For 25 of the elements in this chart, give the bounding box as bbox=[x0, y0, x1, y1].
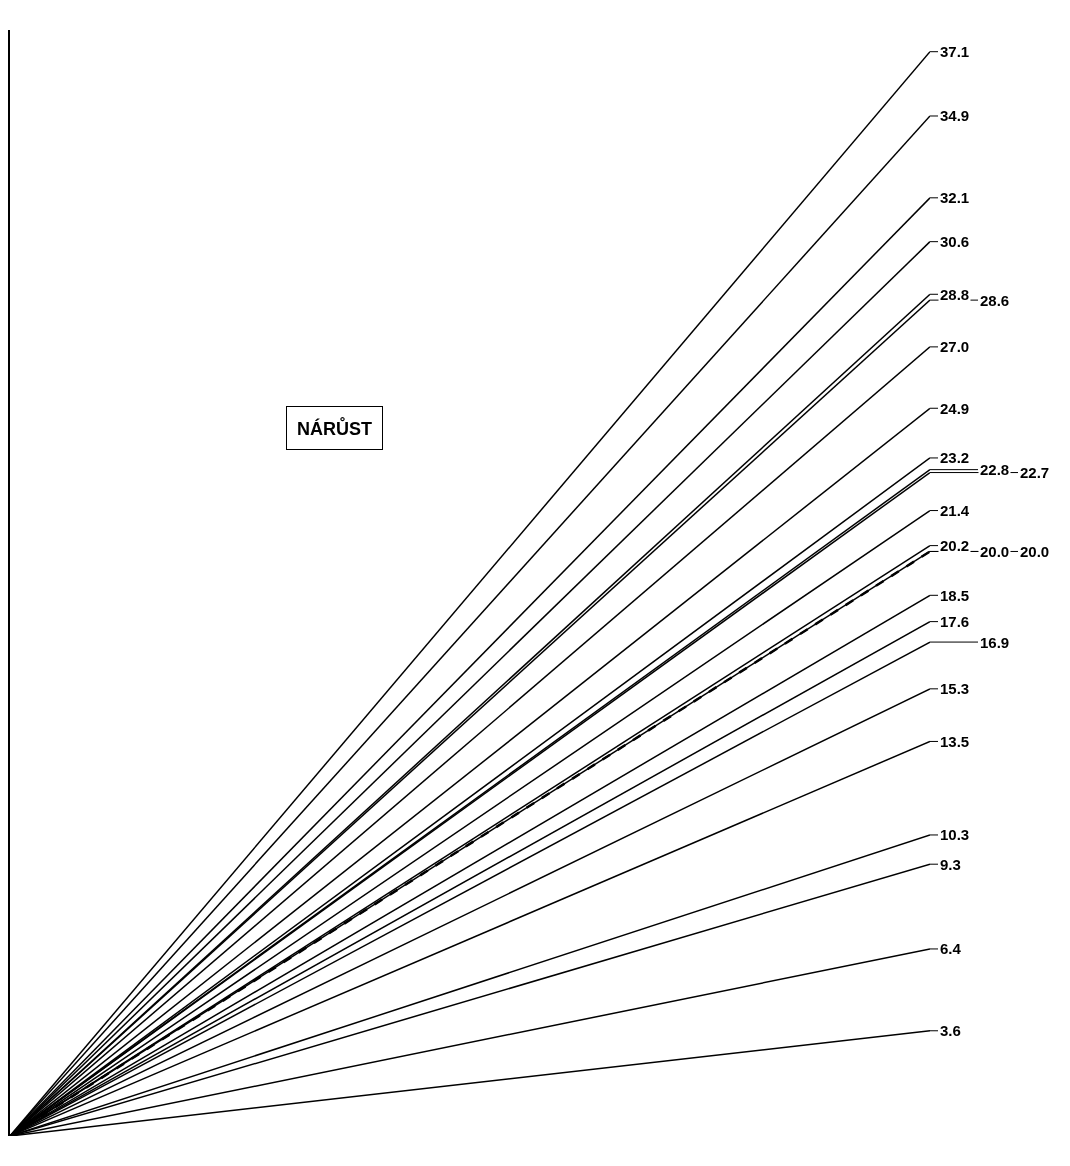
data-label: 28.8 bbox=[940, 286, 970, 303]
data-label: 22.7 bbox=[1020, 464, 1050, 481]
text: NÁRŮST bbox=[297, 417, 372, 439]
data-label: 18.5 bbox=[940, 587, 970, 604]
data-label: 17.6 bbox=[940, 613, 970, 630]
data-label: 37.1 bbox=[940, 43, 970, 60]
data-label: 10.3 bbox=[940, 826, 970, 843]
data-label: 34.9 bbox=[940, 107, 970, 124]
data-label: 3.6 bbox=[940, 1022, 961, 1039]
data-label: 21.4 bbox=[940, 502, 970, 519]
data-label: 9.3 bbox=[940, 856, 961, 873]
data-label: 30.6 bbox=[940, 233, 970, 250]
data-label: 28.6 bbox=[980, 292, 1010, 309]
data-label: 13.5 bbox=[940, 733, 970, 750]
data-label: 32.1 bbox=[940, 189, 970, 206]
data-label: 6.4 bbox=[940, 940, 962, 957]
data-label: 27.0 bbox=[940, 338, 970, 355]
data-label: 24.9 bbox=[940, 400, 970, 417]
data-label: 20.2 bbox=[940, 537, 970, 554]
data-label: 15.3 bbox=[940, 680, 970, 697]
data-label: 22.8 bbox=[980, 461, 1010, 478]
data-label: 16.9 bbox=[980, 634, 1010, 651]
data-label: 20.0 bbox=[980, 543, 1010, 560]
data-label: 20.0 bbox=[1020, 543, 1050, 560]
data-label: 23.2 bbox=[940, 449, 970, 466]
